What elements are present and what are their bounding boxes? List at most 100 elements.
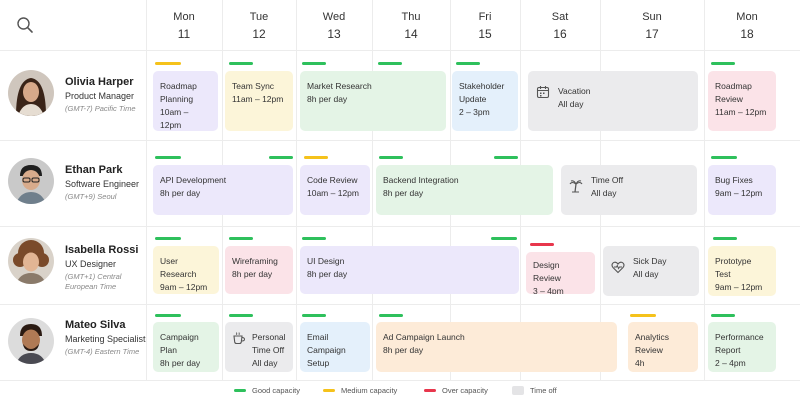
grid-divider (0, 50, 800, 51)
event-personal-time-off[interactable]: Personal Time Off All day (225, 322, 293, 372)
event-title: Analytics Review (635, 332, 670, 355)
event-roadmap-planning[interactable]: Roadmap Planning 10am – 12pm (153, 71, 218, 131)
capacity-indicator (229, 62, 253, 65)
coffee-icon (232, 331, 246, 345)
event-email-campaign-setup[interactable]: Email Campaign Setup 4h (300, 322, 370, 372)
event-time: 8h per day (160, 188, 201, 198)
person-info: Ethan Park Software Engineer (GMT+9) Seo… (65, 163, 155, 202)
person-timezone: (GMT-4) Eastern Time (65, 347, 140, 356)
person-timezone: (GMT-7) Pacific Time (65, 104, 136, 113)
capacity-indicator (379, 156, 403, 159)
event-prototype-test[interactable]: Prototype Test 9am – 12pm (708, 246, 776, 296)
capacity-indicator (379, 314, 403, 317)
capacity-indicator (155, 62, 181, 65)
legend-good-capacity: Good capacity (234, 386, 300, 395)
person-name: Ethan Park (65, 164, 123, 176)
event-vacation[interactable]: Vacation All day (528, 71, 698, 131)
capacity-indicator (378, 62, 402, 65)
event-wireframing[interactable]: Wireframing 8h per day (225, 246, 293, 294)
event-time: 8h per day (232, 269, 273, 279)
legend-swatch (234, 389, 246, 392)
legend-label: Medium capacity (341, 386, 398, 395)
event-title: Ad Campaign Launch (383, 332, 465, 342)
event-time: 9am – 12pm (160, 282, 208, 292)
event-team-sync[interactable]: Team Sync 11am – 12pm (225, 71, 293, 131)
capacity-indicator (155, 156, 181, 159)
event-time: 11am – 12pm (715, 107, 767, 117)
event-ad-campaign-launch[interactable]: Ad Campaign Launch 8h per day (376, 322, 617, 372)
event-campaign-plan[interactable]: Campaign Plan 8h per day (153, 322, 219, 372)
day-name: Thu (401, 11, 421, 23)
event-title: API Development (160, 175, 227, 185)
event-time: All day (558, 99, 584, 109)
day-number: 18 (740, 27, 754, 41)
event-title: Design Review (533, 260, 561, 283)
event-ui-design[interactable]: UI Design 8h per day (300, 246, 519, 294)
event-time-off[interactable]: Time Off All day (561, 165, 697, 215)
person-name: Isabella Rossi (65, 244, 139, 256)
event-stakeholder-update[interactable]: Stakeholder Update 2 – 3pm (452, 71, 518, 131)
event-backend-integration[interactable]: Backend Integration 8h per day (376, 165, 553, 215)
legend-time-off: Time off (512, 386, 557, 395)
capacity-indicator (494, 156, 518, 159)
event-design-review[interactable]: Design Review 3 – 4pm (526, 252, 595, 294)
legend-label: Time off (530, 386, 557, 395)
legend-label: Good capacity (252, 386, 300, 395)
event-time: 11am – 12pm (232, 94, 284, 104)
event-time: 4h (307, 370, 363, 372)
event-title: Team Sync (232, 81, 275, 91)
avatar (8, 318, 54, 364)
event-time: 3 – 4pm (533, 286, 564, 294)
event-roadmap-review[interactable]: Roadmap Review 11am – 12pm (708, 71, 776, 131)
legend-over-capacity: Over capacity (424, 386, 488, 395)
grid-divider (0, 226, 800, 227)
capacity-indicator (711, 62, 735, 65)
search-icon[interactable] (16, 16, 34, 34)
event-analytics-review[interactable]: Analytics Review 4h (628, 322, 698, 372)
event-title: Roadmap Review (715, 81, 752, 104)
event-time: 8h per day (383, 188, 424, 198)
day-header-mon-18: Mon 18 (704, 10, 790, 44)
legend-swatch (512, 386, 524, 395)
day-name: Wed (322, 11, 346, 23)
event-time: 8h per day (307, 269, 348, 279)
grid-divider (704, 0, 705, 380)
event-title: Personal Time Off (252, 332, 286, 355)
day-header-wed-13: Wed 13 (296, 10, 372, 44)
capacity-indicator (229, 314, 253, 317)
event-time: All day (633, 269, 659, 279)
person-role: Marketing Specialist (65, 334, 146, 344)
day-number: 15 (478, 27, 492, 41)
event-title: Bug Fixes (715, 175, 753, 185)
person-timezone: (GMT+9) Seoul (65, 192, 117, 201)
event-user-research[interactable]: User Research 9am – 12pm (153, 246, 219, 294)
capacity-indicator (713, 237, 737, 240)
event-api-development[interactable]: API Development 8h per day (153, 165, 293, 215)
grid-divider (146, 0, 147, 380)
grid-divider (296, 0, 297, 380)
day-number: 16 (553, 27, 567, 41)
day-header-thu-14: Thu 14 (372, 10, 450, 44)
capacity-indicator (304, 156, 328, 159)
day-name: Mon (736, 11, 758, 23)
event-time: 8h per day (160, 358, 201, 368)
grid-divider (0, 140, 800, 141)
event-sick-day[interactable]: Sick Day All day (603, 246, 699, 296)
capacity-indicator (711, 156, 737, 159)
event-performance-report[interactable]: Performance Report 2 – 4pm (708, 322, 776, 372)
event-market-research[interactable]: Market Research 8h per day (300, 71, 446, 131)
day-name: Sun (642, 11, 662, 23)
event-title: User Research (160, 256, 197, 279)
event-code-review[interactable]: Code Review 10am – 12pm (300, 165, 370, 215)
person-name: Mateo Silva (65, 319, 126, 331)
grid-divider (0, 380, 800, 381)
grid-divider (372, 0, 373, 380)
event-time: 10am – 12pm (160, 107, 189, 130)
event-title: Performance Report (715, 332, 764, 355)
palm-tree-icon (569, 179, 583, 193)
legend-label: Over capacity (442, 386, 488, 395)
person-role: Product Manager (65, 91, 135, 101)
day-number: 13 (327, 27, 341, 41)
event-title: Backend Integration (383, 175, 459, 185)
event-bug-fixes[interactable]: Bug Fixes 9am – 12pm (708, 165, 776, 215)
